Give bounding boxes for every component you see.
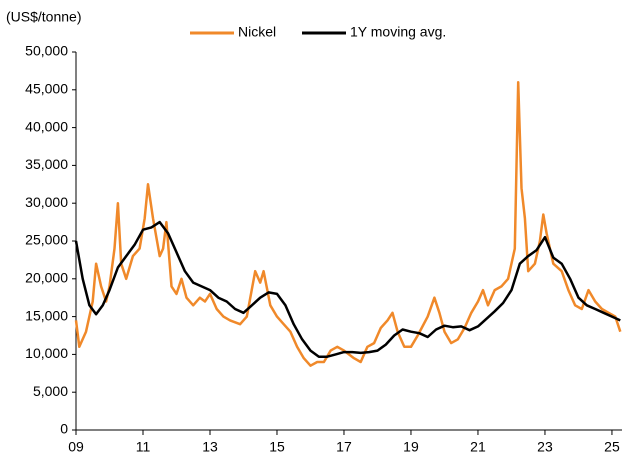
x-tick-label: 25 bbox=[604, 439, 620, 455]
y-tick-label: 10,000 bbox=[25, 345, 68, 361]
y-tick-label: 45,000 bbox=[25, 81, 68, 97]
x-tick-label: 09 bbox=[68, 439, 84, 455]
x-tick-label: 23 bbox=[537, 439, 553, 455]
y-tick-label: 15,000 bbox=[25, 307, 68, 323]
series-line bbox=[74, 220, 621, 358]
x-tick-label: 19 bbox=[403, 439, 419, 455]
y-axis-label: (US$/tonne) bbox=[6, 9, 81, 25]
legend-label: 1Y moving avg. bbox=[350, 24, 446, 40]
x-tick-label: 13 bbox=[202, 439, 218, 455]
y-tick-label: 40,000 bbox=[25, 118, 68, 134]
y-tick-label: 25,000 bbox=[25, 232, 68, 248]
series-line bbox=[74, 80, 622, 367]
y-tick-label: 0 bbox=[60, 421, 68, 437]
y-tick-label: 35,000 bbox=[25, 156, 68, 172]
y-tick-label: 20,000 bbox=[25, 270, 68, 286]
x-tick-label: 15 bbox=[269, 439, 285, 455]
x-tick-label: 21 bbox=[470, 439, 486, 455]
x-tick-label: 11 bbox=[136, 439, 151, 455]
legend-label: Nickel bbox=[238, 24, 276, 40]
y-tick-label: 30,000 bbox=[25, 194, 68, 210]
x-tick-label: 17 bbox=[336, 439, 352, 455]
y-tick-label: 5,000 bbox=[33, 383, 68, 399]
y-tick-label: 50,000 bbox=[25, 43, 68, 59]
